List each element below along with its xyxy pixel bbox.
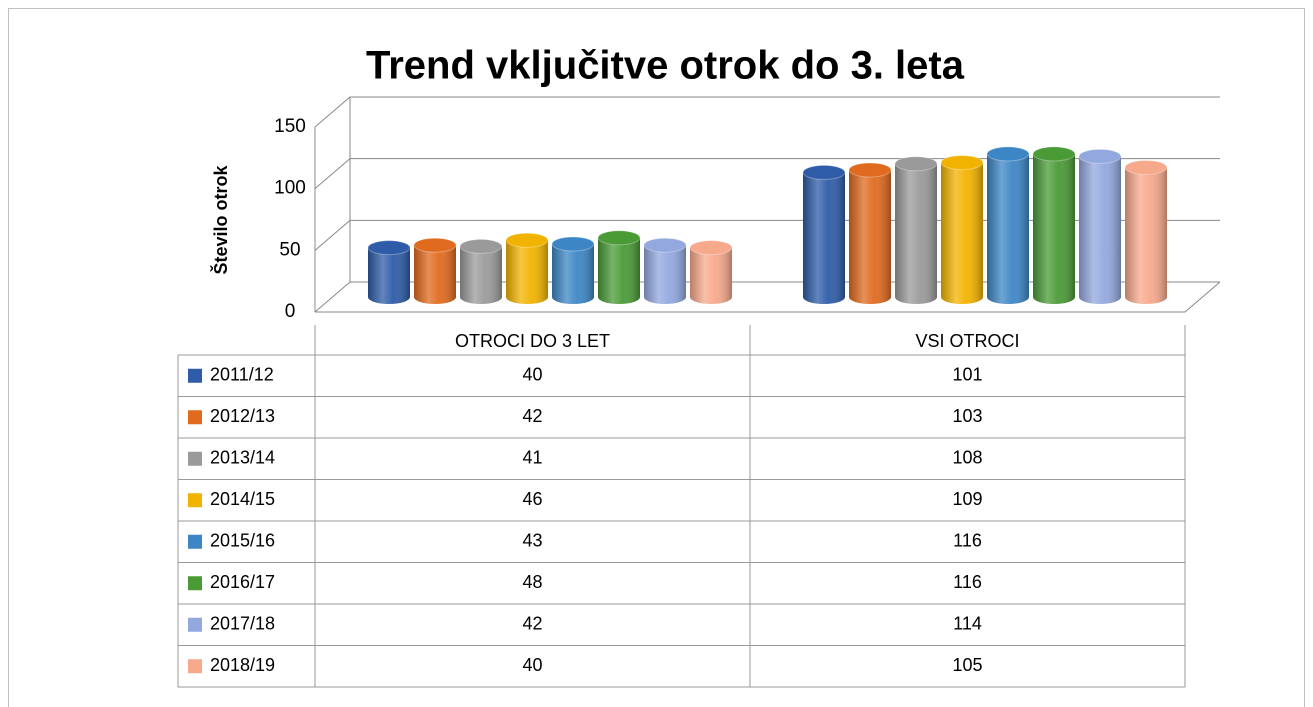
bar	[643, 237, 687, 304]
table-value: 48	[522, 572, 542, 592]
bar-part	[598, 237, 640, 297]
y-tick-label: 0	[285, 301, 296, 322]
table-value: 103	[952, 406, 982, 426]
bar-part	[689, 240, 733, 256]
legend-label: 2015/16	[210, 531, 275, 551]
chart-title: Trend vključitve otrok do 3. leta	[366, 44, 965, 88]
table-value: 116	[953, 531, 982, 551]
bar	[1078, 148, 1122, 304]
bar-part	[987, 153, 1029, 297]
bar-part	[413, 237, 457, 253]
x-tick-label: VSI OTROCI	[915, 331, 1019, 351]
bar	[551, 236, 595, 304]
table-value: 42	[522, 406, 542, 426]
legend-label: 2017/18	[210, 614, 275, 634]
legend-swatch	[188, 410, 202, 425]
table-value: 46	[522, 489, 542, 509]
bar	[848, 162, 892, 304]
table-value: 114	[953, 614, 982, 634]
bar-part	[597, 230, 641, 246]
legend-swatch	[188, 617, 202, 632]
table-value: 109	[952, 489, 982, 509]
bar-part	[803, 172, 845, 297]
bar-part	[1078, 148, 1122, 164]
bar-part	[644, 245, 686, 297]
bar	[940, 155, 984, 304]
legend-label: 2011/12	[210, 365, 274, 385]
legend-swatch	[188, 493, 202, 508]
legend-swatch	[188, 534, 202, 549]
bar	[459, 238, 503, 304]
bar	[802, 164, 846, 304]
table-value: 40	[522, 365, 542, 385]
legend-swatch	[188, 576, 202, 591]
bar-part	[505, 232, 549, 248]
table-value: 105	[952, 655, 982, 675]
y-tick-label: 100	[274, 178, 306, 199]
bar-part	[1033, 153, 1075, 297]
table-value: 108	[952, 448, 982, 468]
bar-part	[1032, 146, 1076, 162]
y-tick-label: 50	[279, 239, 300, 260]
bar-part	[895, 163, 937, 297]
bar-part	[506, 240, 548, 297]
bar-part	[802, 164, 846, 180]
table-value: 101	[952, 365, 982, 385]
bar	[1032, 146, 1076, 304]
y-tick-label: 150	[274, 116, 306, 137]
bar-part	[1125, 167, 1167, 297]
bar	[1124, 160, 1168, 304]
table-value: 116	[953, 572, 982, 592]
bar	[413, 237, 457, 304]
bar-part	[367, 240, 411, 256]
bar-part	[368, 247, 410, 297]
bar-part	[643, 237, 687, 253]
bar	[689, 240, 733, 304]
y-axis-label: Število otrok	[210, 165, 231, 275]
x-tick-label: OTROCI DO 3 LET	[455, 331, 610, 351]
bar-part	[941, 162, 983, 297]
legend-swatch	[188, 659, 202, 674]
legend-label: 2013/14	[210, 448, 275, 468]
bar	[986, 146, 1030, 304]
legend-swatch	[188, 451, 202, 466]
bar-part	[459, 238, 503, 254]
bar-part	[849, 169, 891, 297]
bar-part	[940, 155, 984, 171]
bar-part	[551, 236, 595, 252]
bar-part	[552, 243, 594, 297]
bar-part	[1079, 156, 1121, 297]
grid-line	[314, 96, 1220, 128]
legend-label: 2014/15	[210, 489, 275, 509]
table-value: 43	[522, 531, 542, 551]
bar-part	[460, 246, 502, 297]
bar-part	[848, 162, 892, 178]
legend-label: 2012/13	[210, 406, 275, 426]
table-value: 42	[522, 614, 542, 634]
bar-part	[690, 247, 732, 297]
bar-part	[894, 156, 938, 172]
table-value: 41	[522, 448, 542, 468]
table-value: 40	[522, 655, 542, 675]
bar-part	[1124, 160, 1168, 175]
legend-label: 2016/17	[210, 572, 275, 592]
bar	[597, 230, 641, 304]
bar	[505, 232, 549, 304]
chart-frame	[8, 8, 1305, 707]
legend-label: 2018/19	[210, 655, 275, 675]
bar-part	[986, 146, 1030, 162]
legend-swatch	[188, 368, 202, 383]
bar	[894, 156, 938, 304]
floor-right	[1184, 281, 1221, 313]
bar-part	[414, 245, 456, 297]
bar	[367, 240, 411, 304]
